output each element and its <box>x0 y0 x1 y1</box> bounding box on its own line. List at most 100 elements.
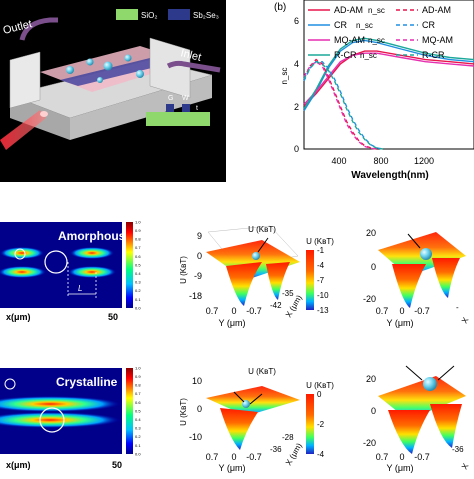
particle <box>136 70 144 78</box>
surface-plot-crystalline-2: 20 0 -20 0.7 0 -0.7 Y (μm) -36 X <box>363 365 471 473</box>
y-axis-label: Y (μm) <box>386 463 413 473</box>
colorbar-tick-label: -13 <box>317 306 329 315</box>
x-tick-label: 1200 <box>414 156 434 166</box>
legend-entry: R-CR <box>422 50 445 60</box>
legend-entry: AD-AM <box>422 5 451 15</box>
particle <box>252 252 260 260</box>
z-tick-label: 20 <box>366 374 376 384</box>
z-tick-label: -18 <box>189 291 202 301</box>
colorbar-tick-label: 0.9 <box>135 228 141 233</box>
potential-surface <box>378 376 466 420</box>
x-tick-label: - <box>456 303 459 312</box>
colorbar-tick-label: 0.3 <box>135 426 141 431</box>
z-tick-label: 0 <box>197 251 202 261</box>
z-tick-label: -20 <box>363 294 376 304</box>
z-tick-label: 10 <box>192 376 202 386</box>
field-band <box>0 396 120 412</box>
legend-entry: n_sc <box>368 36 385 45</box>
colorbar-tick-label: 0 <box>317 390 322 399</box>
force-arrow <box>257 237 269 253</box>
schematic-panel: SiO₂ Sb₂Se₃ Outlet Inlet G W t <box>0 0 226 182</box>
y-ticks: 0.7 0 -0.7 <box>376 306 430 316</box>
colorbar <box>126 368 133 454</box>
z-tick-label: 0 <box>371 262 376 272</box>
wall-right <box>149 37 191 99</box>
particle <box>420 248 432 260</box>
colorbar-tick-label: 0.6 <box>135 254 141 259</box>
y-tick-label: 0.7 <box>376 306 389 316</box>
inset-rib-right <box>182 104 190 112</box>
series-line <box>303 39 474 112</box>
z-tick-label: 9 <box>197 231 202 241</box>
legend-entry: n_sc <box>356 21 373 30</box>
heatmap-background <box>0 222 122 308</box>
legend-entry: MQ-AM <box>334 35 365 45</box>
y-tick-label: 0.7 <box>206 452 219 462</box>
potential-well <box>226 262 262 306</box>
y-tick-label: 4 <box>294 59 299 69</box>
z-axis-label: U (KʙT) <box>248 225 276 234</box>
chart-series-group <box>303 37 474 150</box>
y-axis-label: n_sc <box>280 68 289 85</box>
legend-entry: n_sc <box>360 51 377 60</box>
y-tick-label: 0 <box>399 452 404 462</box>
z-ticks: 20 0 -20 <box>363 374 376 448</box>
colorbar-tick-label: 0.5 <box>135 408 141 413</box>
colorbar-tick-label: 0.7 <box>135 391 141 396</box>
legend-label-sio2: SiO₂ <box>141 11 157 20</box>
y-tick-label: 6 <box>294 16 299 26</box>
refractive-index-chart: (b) 1200 400 800 0 2 4 6 n_sc Wavelength… <box>274 0 474 181</box>
colorbar-tick-label: 0.0 <box>135 451 141 456</box>
trap-marker <box>4 378 16 390</box>
colorbar-ticks: 1.0 0.9 0.8 0.7 0.6 0.5 0.4 0.3 0.2 0.1 0.0 <box>135 219 141 310</box>
potential-well <box>266 262 290 300</box>
colorbar-tick-label: 0.5 <box>135 262 141 267</box>
potential-well <box>432 258 460 298</box>
inlet-label: Inlet <box>179 47 202 64</box>
trap-marker <box>39 407 65 433</box>
x-tick-label: 800 <box>373 156 388 166</box>
series-line <box>303 60 377 150</box>
z-ticks: 9 0 -9 -18 <box>189 231 202 301</box>
colorbar-tick-label: 0.4 <box>135 271 141 276</box>
surface-plot-amorphous-2: 20 0 -20 0.7 0 -0.7 Y (μm) - X <box>363 228 471 328</box>
colorbar-ticks: -1 -4 -7 -10 -13 <box>317 246 329 315</box>
surface-plot-amorphous-1: U (KʙT) 9 0 -9 -18 U (KʙT) 0.7 0 -0.7 Y … <box>179 225 334 328</box>
potential-well <box>220 408 258 450</box>
z-tick-label: 0 <box>197 404 202 414</box>
colorbar-tick-label: 0.8 <box>135 237 141 242</box>
series-line <box>303 52 474 105</box>
colorbar-tick-label: 0.4 <box>135 417 141 422</box>
colorbar-tick-label: 0.6 <box>135 400 141 405</box>
z-tick-label: 0 <box>371 406 376 416</box>
chart-legend: AD-AM n_sc AD-AM CR n_sc CR MQ-AM n_sc M… <box>308 5 453 60</box>
colorbar-tick-label: 0.7 <box>135 245 141 250</box>
colorbar-tick-label: 0.0 <box>135 305 141 310</box>
period-label: L <box>78 284 82 293</box>
force-arrow <box>249 393 263 405</box>
y-tick-label: -0.7 <box>246 306 262 316</box>
z-tick-label: -10 <box>189 432 202 442</box>
particle <box>103 61 113 71</box>
x-axis-label: X <box>460 461 471 471</box>
outlet-tube <box>19 17 58 41</box>
force-arrow <box>437 365 455 381</box>
y-axis-label: Y (μm) <box>218 463 245 473</box>
y-tick-label: 0 <box>231 452 236 462</box>
force-arrow <box>233 391 245 403</box>
cross-section-inset: G W t <box>146 95 210 126</box>
colorbar-tick-label: -7 <box>317 276 325 285</box>
colorbar-title: U (KʙT) <box>306 237 334 246</box>
colorbar-tick-label: -4 <box>317 450 325 459</box>
x-tick-label: -36 <box>270 445 282 454</box>
field-hotspot <box>0 266 46 278</box>
y-tick-label: 2 <box>294 102 299 112</box>
series-line <box>303 50 474 107</box>
z-tick-label: 20 <box>366 228 376 238</box>
inset-rib-left <box>166 104 174 112</box>
heatmap-crystalline: Crystalline x(μm) 50 1.0 0.9 0.8 0.7 0.6 0.5 0… <box>0 365 141 470</box>
z-ticks: 20 0 -20 <box>363 228 376 304</box>
inset-width-label: W <box>182 95 189 102</box>
trap-marker <box>44 250 68 274</box>
z-tick-label: -20 <box>363 438 376 448</box>
